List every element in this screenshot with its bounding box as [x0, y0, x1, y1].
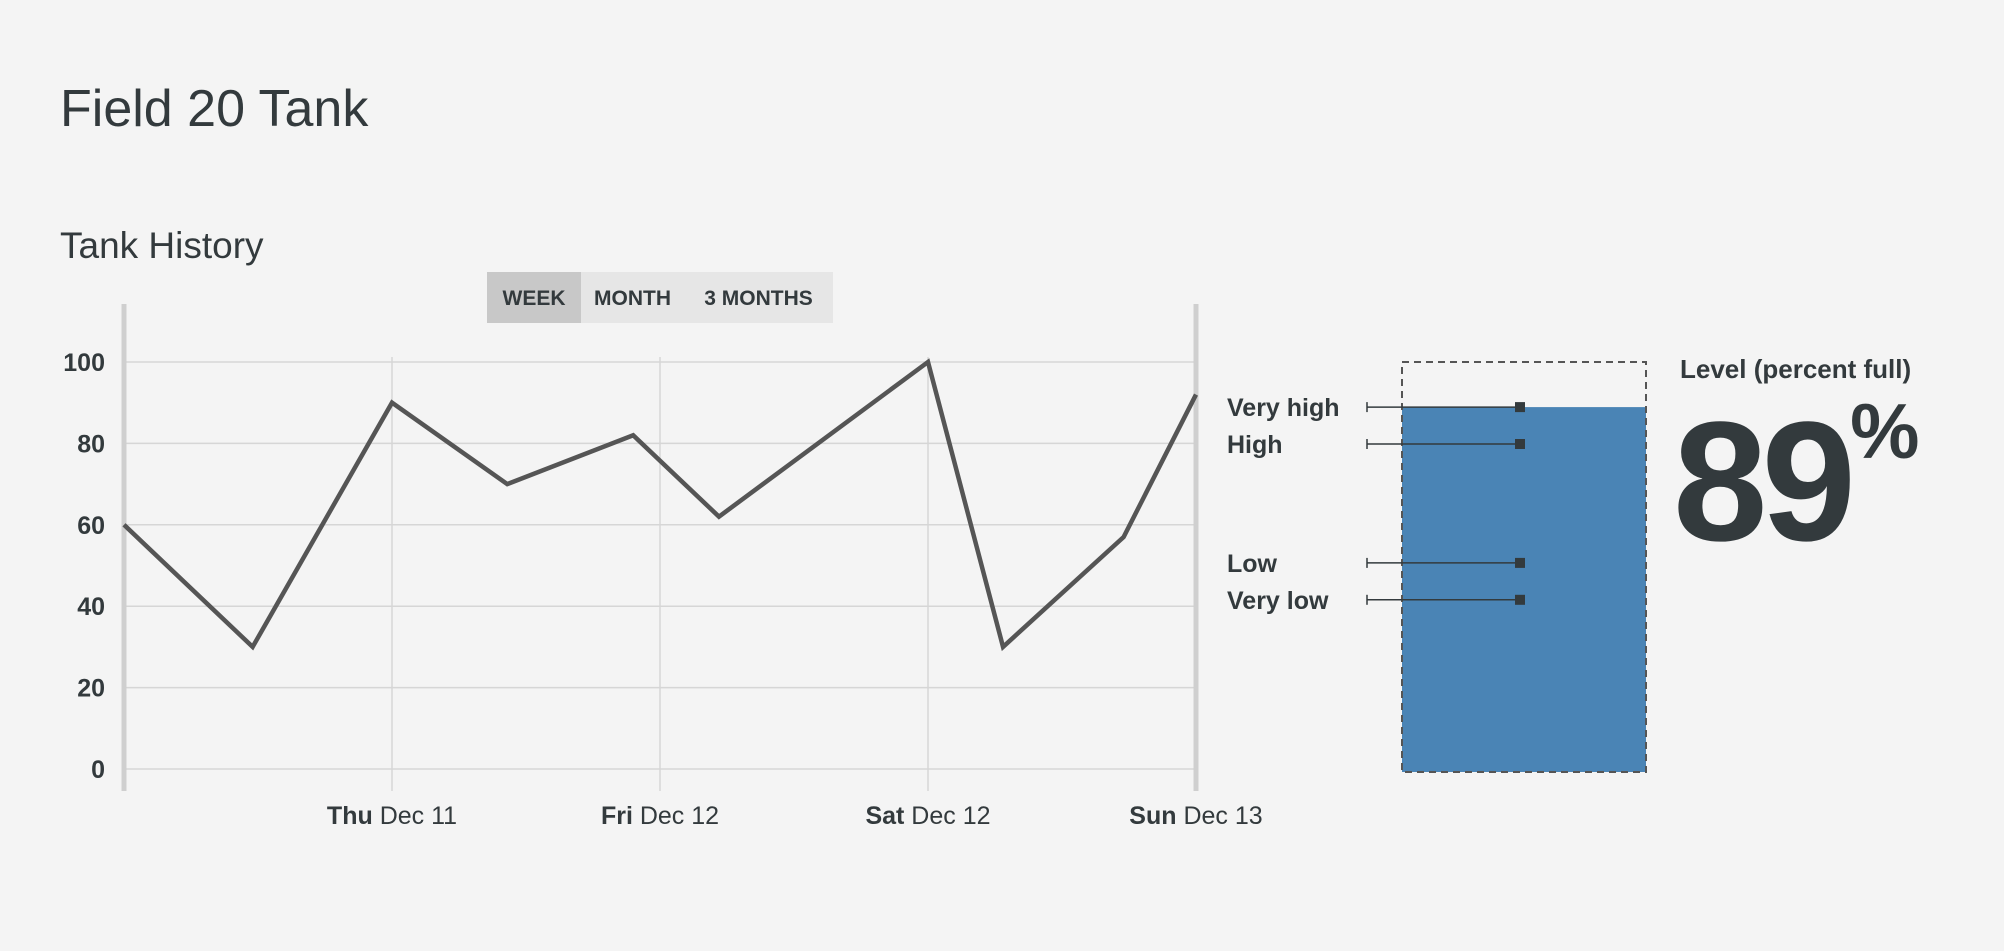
threshold-label: High [1227, 431, 1283, 459]
toggle-button[interactable] [581, 272, 684, 323]
threshold-marker [1515, 594, 1525, 605]
y-tick-label: 40 [77, 593, 105, 621]
page-title: Field 20 Tank [60, 80, 369, 138]
level-bar [1402, 407, 1646, 772]
threshold-label: Very low [1227, 587, 1329, 615]
x-tick-label: Fri Dec 12 [601, 802, 719, 830]
range-toggle: WEEK MONTH 3 MONTHS [487, 272, 833, 323]
x-tick-label: Sun Dec 13 [1129, 802, 1262, 830]
history-chart: 0 20 40 60 80 100 Thu Dec 11 Fri Dec 12 Sat Dec … [63, 304, 1263, 830]
threshold-label: Low [1227, 550, 1278, 578]
toggle-label[interactable]: 3 MONTHS [704, 287, 813, 310]
y-tick-label: 0 [91, 756, 105, 784]
toggle-label[interactable]: MONTH [594, 287, 671, 310]
y-tick-label: 20 [77, 675, 105, 703]
gauge-title: Level (percent full) [1680, 354, 1911, 384]
toggle-button[interactable] [684, 272, 833, 323]
x-tick-label: Thu Dec 11 [327, 802, 457, 830]
threshold-marker [1515, 402, 1525, 413]
level-gauge: Very high High Low Very low Level (percent f… [1227, 354, 1919, 773]
threshold-label: Very high [1227, 394, 1340, 422]
threshold-marker [1515, 439, 1525, 449]
history-line [122, 358, 1199, 652]
y-tick-label: 80 [77, 430, 105, 458]
toggle-button[interactable] [487, 272, 581, 323]
section-title: Tank History [60, 225, 264, 266]
gauge-outline [1401, 361, 1647, 773]
y-tick-label: 100 [63, 349, 105, 377]
toggle-label[interactable]: WEEK [503, 287, 566, 310]
y-tick-label: 60 [77, 512, 105, 540]
threshold-marker [1515, 557, 1525, 568]
level-value: 89% [1673, 387, 1919, 577]
x-tick-label: Sat Dec 12 [865, 802, 990, 830]
